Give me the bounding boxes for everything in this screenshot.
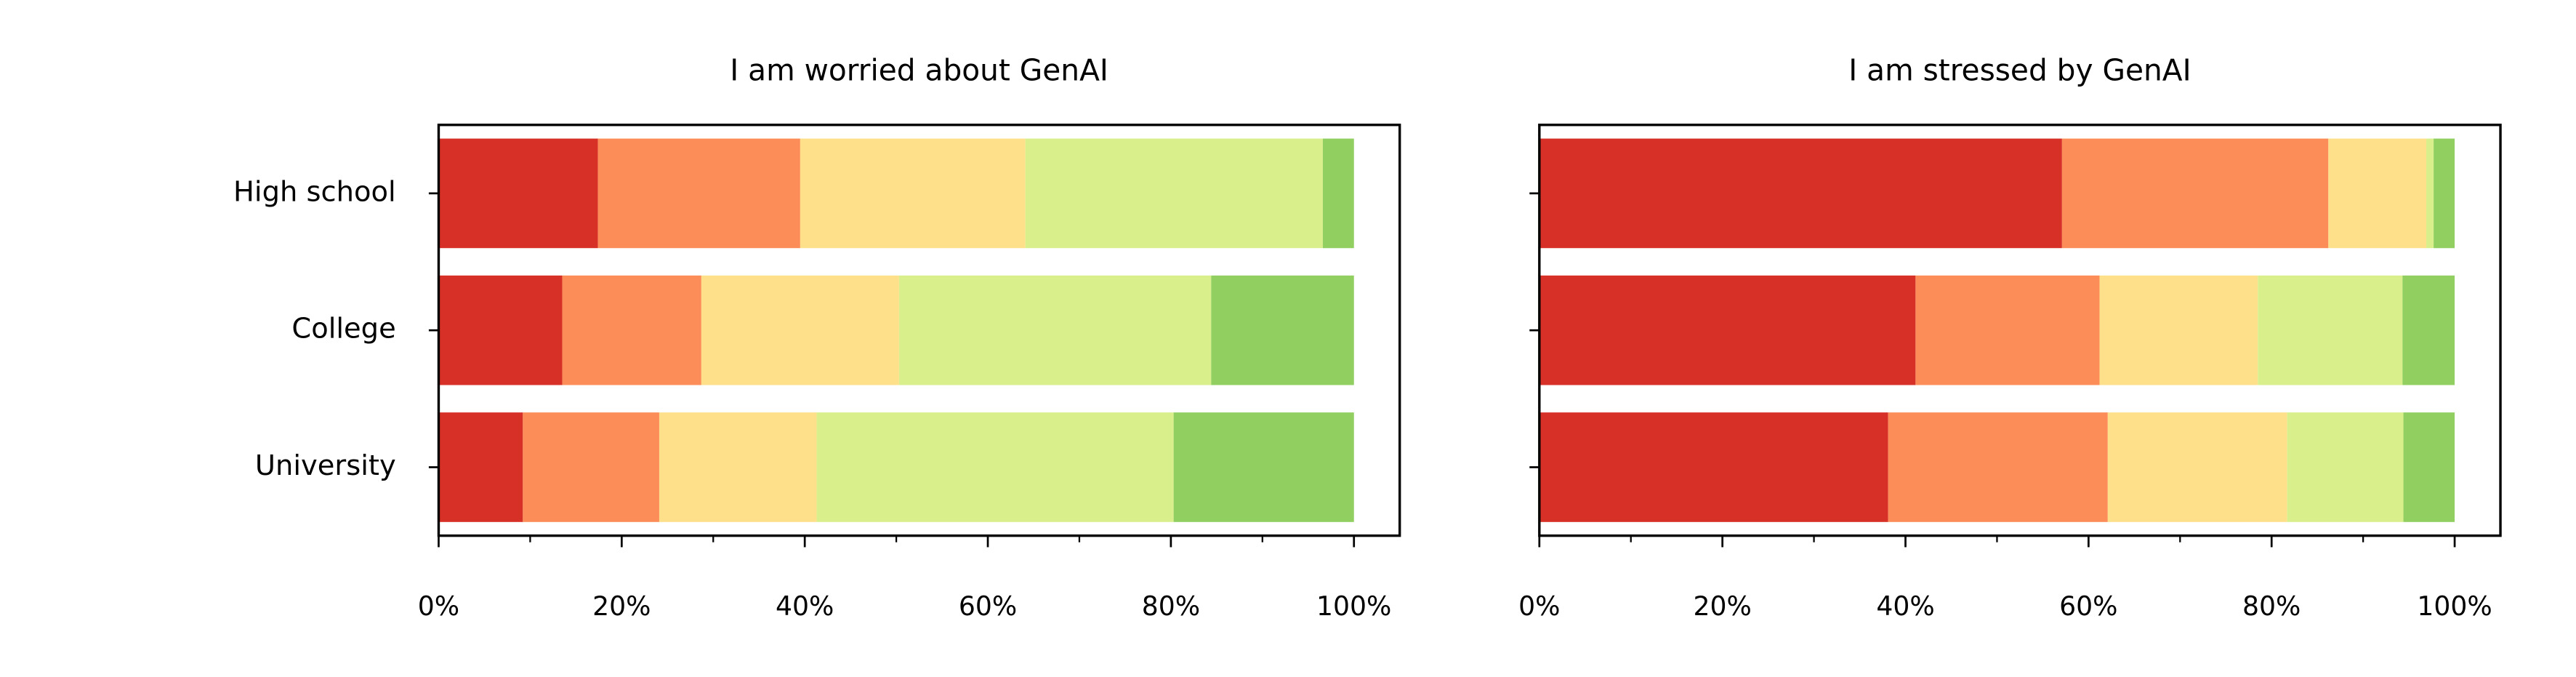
x-tick-label: 40%: [1876, 590, 1934, 622]
x-tick-label: 40%: [776, 590, 834, 622]
bar-segment: [659, 412, 817, 522]
bar-segment: [2107, 412, 2287, 522]
bar-segment: [1539, 412, 1888, 522]
bar-segment: [438, 275, 563, 385]
y-tick-label: High school: [233, 175, 396, 208]
bar-segment: [1322, 138, 1354, 249]
bar-segment: [438, 138, 598, 249]
bar-segment: [2061, 138, 2329, 249]
bar-segment: [1888, 412, 2108, 522]
axes-frame: [437, 124, 1401, 537]
x-tick-label: 80%: [1142, 590, 1200, 622]
bar-segment: [597, 138, 800, 249]
x-tick-label: 100%: [2417, 590, 2492, 622]
bar-segment: [2258, 275, 2403, 385]
bar-segment: [2434, 138, 2455, 249]
bar-segment: [2099, 275, 2258, 385]
bar-segment: [1173, 412, 1354, 522]
bar-segment: [2287, 412, 2404, 522]
bar-segment: [1915, 275, 2100, 385]
bar-segment: [2426, 138, 2434, 249]
axes-frame: [1538, 124, 2502, 537]
x-tick-label: 100%: [1316, 590, 1391, 622]
bar-segment: [898, 275, 1212, 385]
x-tick-label: 60%: [2059, 590, 2117, 622]
bar-segment: [2403, 412, 2455, 522]
bar-segment: [2402, 275, 2455, 385]
x-tick-label: 0%: [1518, 590, 1560, 622]
bar-segment: [1539, 138, 2062, 249]
x-tick-label: 80%: [2242, 590, 2301, 622]
bar-segment: [523, 412, 659, 522]
bar-segment: [562, 275, 701, 385]
y-tick-label: University: [255, 449, 396, 482]
bar-segment: [2328, 138, 2427, 249]
x-tick-label: 0%: [418, 590, 459, 622]
bar-segment: [1539, 275, 1916, 385]
bar-segment: [800, 138, 1026, 249]
bar-segment: [1211, 275, 1354, 385]
x-tick-label: 60%: [959, 590, 1017, 622]
bar-segment: [701, 275, 899, 385]
bar-segment: [1025, 138, 1323, 249]
bar-segment: [816, 412, 1174, 522]
x-tick-label: 20%: [592, 590, 651, 622]
y-tick-label: College: [291, 313, 395, 345]
chart-title: I am stressed by GenAI: [1848, 52, 2191, 87]
chart-title: I am worried about GenAI: [730, 52, 1108, 87]
x-tick-label: 20%: [1693, 590, 1751, 622]
bar-segment: [438, 412, 523, 522]
